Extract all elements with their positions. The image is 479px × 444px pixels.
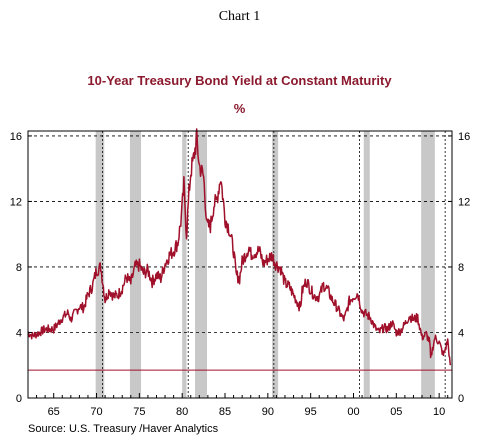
plot-frame [27,130,453,399]
y-tick-label-left: 4 [16,327,22,339]
x-tick-label: 65 [48,406,60,418]
x-tick-label: 05 [390,406,402,418]
x-tick-label: 85 [219,406,231,418]
recession-band-5 [363,131,370,398]
y-tick-label-right: 12 [458,196,470,208]
vertical-markers [102,131,446,398]
x-tick-label: 95 [305,406,317,418]
chart-label: Chart 1 [218,9,261,24]
gridlines [28,135,452,333]
y-tick-label-right: 16 [458,131,470,143]
y-tick-label-right: 0 [458,393,464,405]
y-tick-label-left: 16 [10,131,22,143]
recession-band-3 [195,131,208,398]
recession-band-6 [421,131,435,398]
chart-title: 10-Year Treasury Bond Yield at Constant … [87,73,392,88]
y-tick-label-left: 8 [16,262,22,274]
x-tick-label: 75 [133,406,145,418]
y-tick-label-left: 12 [10,196,22,208]
source-note: Source: U.S. Treasury /Haver Analytics [28,423,219,435]
x-tick-label: 00 [347,406,359,418]
y-tick-label-right: 4 [458,327,464,339]
recession-band-2 [182,131,187,398]
x-tick-label: 90 [262,406,274,418]
y-tick-label-right: 8 [458,262,464,274]
chart-unit: % [233,101,246,116]
y-tick-label-left: 0 [16,393,22,405]
x-tick-label: 70 [90,406,102,418]
x-tick-label: 10 [433,406,445,418]
series-line [27,128,452,366]
x-tick-label: 80 [176,406,188,418]
axis-ticks [28,135,452,399]
